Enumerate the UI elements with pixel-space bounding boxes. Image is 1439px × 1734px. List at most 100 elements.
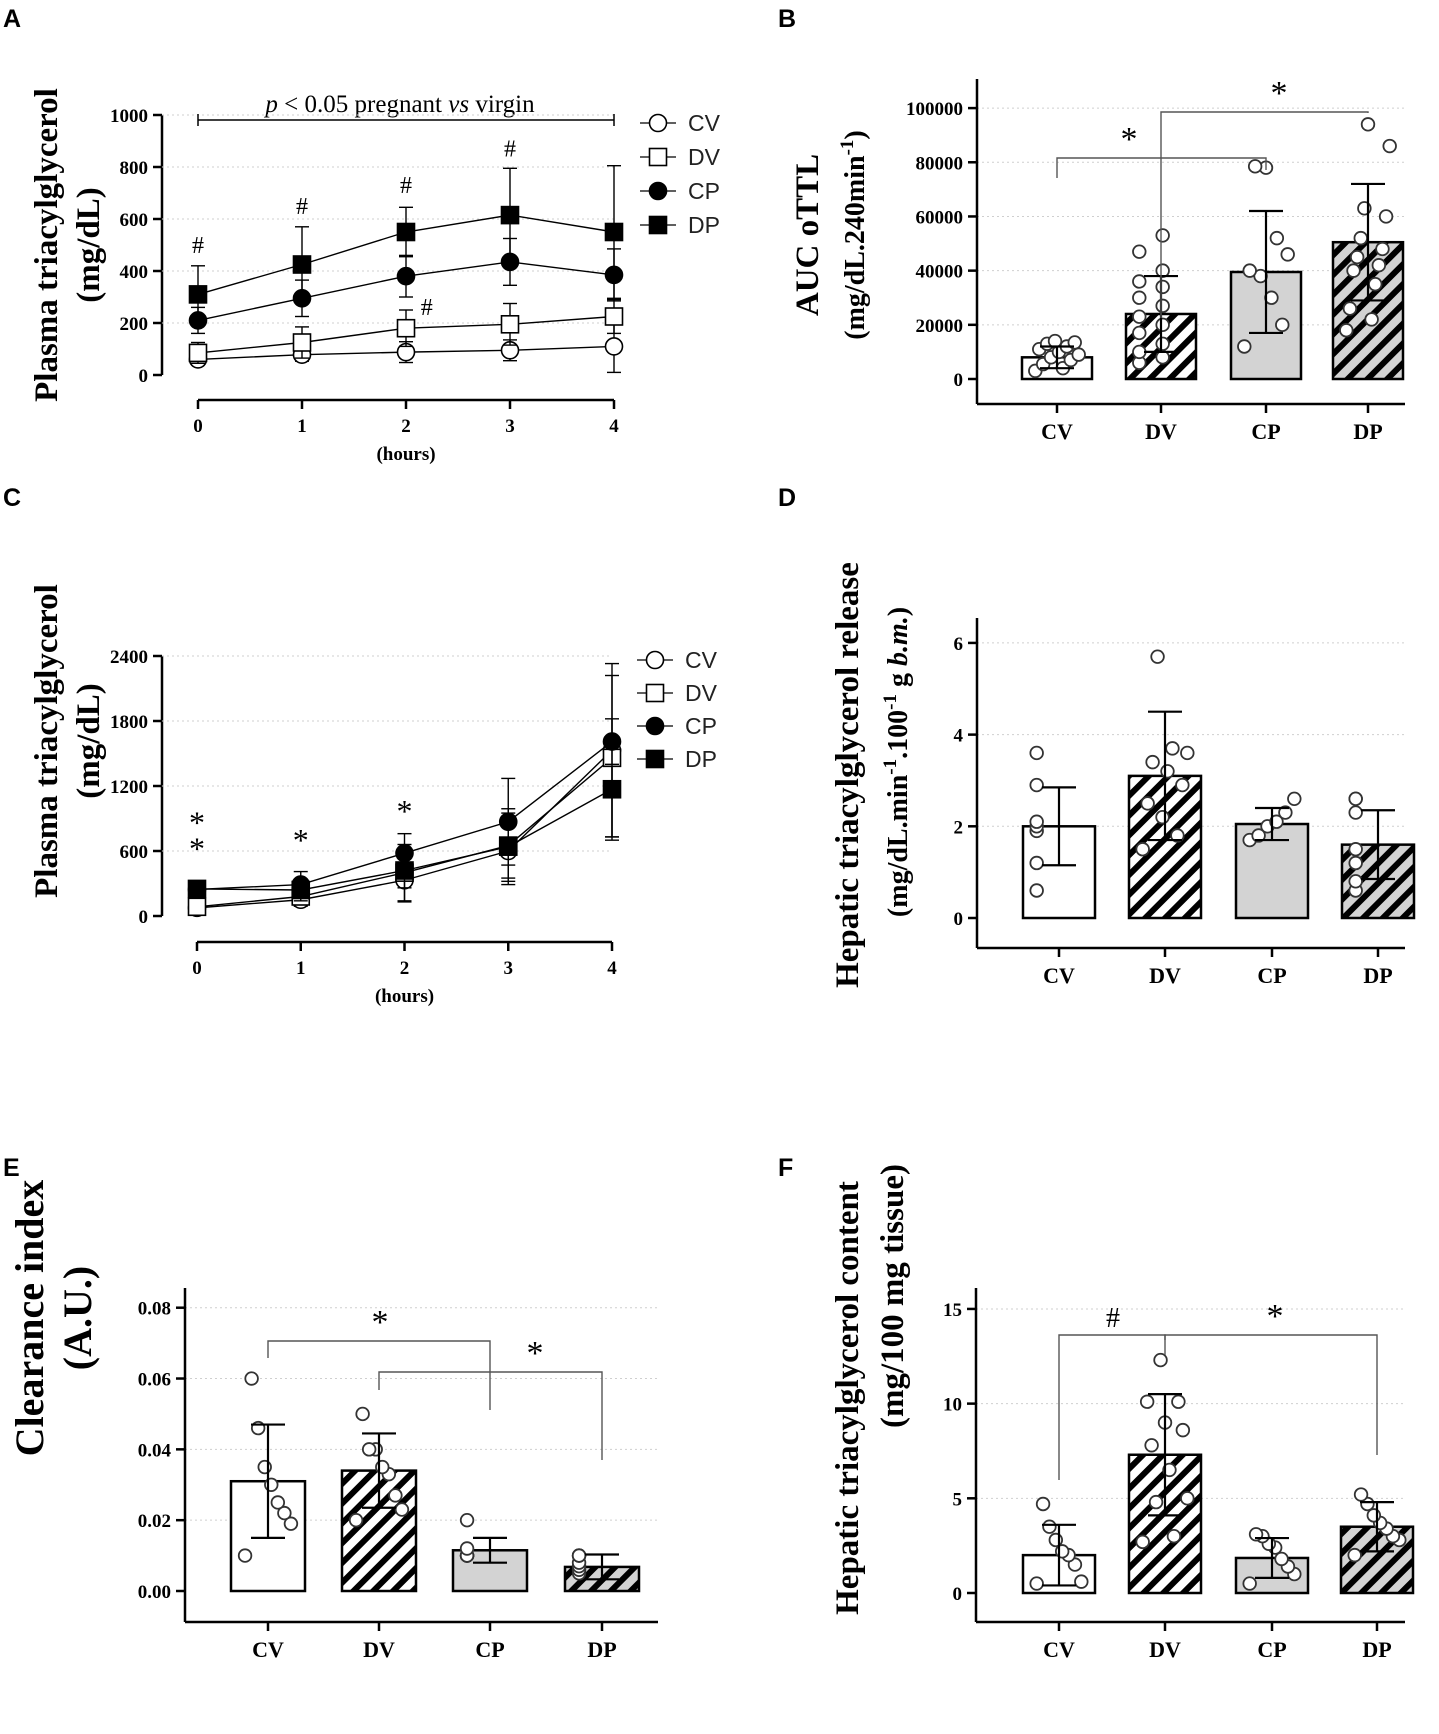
- significance-bracket: [1160, 111, 1369, 318]
- data-point: [1029, 777, 1044, 793]
- data-point: [188, 285, 208, 304]
- ylabel-line1: Hepatic triacylglycerol content: [830, 1181, 866, 1615]
- data-point: [1175, 777, 1190, 793]
- x-tick-label: 1: [297, 416, 307, 437]
- y-tick-label: 1200: [110, 777, 148, 798]
- significance-marker: *: [372, 1304, 389, 1341]
- legend-marker: [645, 683, 665, 703]
- legend-label: DV: [685, 680, 718, 706]
- data-point: [1382, 138, 1397, 154]
- significance-bracket: [1058, 1334, 1166, 1480]
- y-tick-label: 20000: [916, 316, 964, 337]
- y-tick-label: 2: [954, 817, 964, 838]
- x-tick-label: 2: [400, 958, 410, 979]
- category-label: CV: [252, 1637, 284, 1662]
- y-tick-label: 100000: [906, 99, 963, 120]
- y-tick-label: 5: [953, 1489, 963, 1510]
- data-point: [1280, 247, 1295, 262]
- x-tick-label: 3: [504, 958, 514, 979]
- x-tick-label: 3: [505, 416, 515, 437]
- significance-bracket: [378, 1371, 603, 1460]
- data-point: [1274, 1551, 1289, 1567]
- x-tick-label: 0: [192, 958, 202, 979]
- data-point: [1132, 344, 1147, 360]
- y-tick-label: 4: [954, 726, 964, 747]
- y-tick-label: 200: [120, 314, 149, 335]
- panel-e: Clearance index (A.U.) 0.00 0.02 0.04 0.06 0…: [7, 1180, 658, 1662]
- data-point: [396, 222, 416, 242]
- bracket-label-end: virgin: [469, 91, 535, 118]
- annotation: #: [504, 137, 516, 163]
- data-point: [1155, 809, 1170, 825]
- data-point: [500, 314, 520, 334]
- data-point: [1162, 1462, 1177, 1478]
- data-point: [1180, 1491, 1195, 1506]
- data-point: [1035, 1496, 1051, 1512]
- data-point: [1242, 263, 1257, 278]
- x-tick-label: 4: [607, 958, 617, 979]
- data-point: [1144, 1438, 1159, 1453]
- data-point: [1135, 1534, 1150, 1550]
- data-point: [459, 1541, 475, 1556]
- data-point: [396, 318, 416, 338]
- annotation: *: [189, 805, 205, 841]
- data-point: [1368, 276, 1383, 292]
- data-point: [1074, 1574, 1089, 1589]
- y-tick-label: 0: [954, 370, 964, 391]
- ylabel-g: g: [883, 666, 914, 694]
- y-tick-label: 800: [120, 158, 149, 179]
- bracket-label-mid: < 0.05 pregnant: [278, 91, 448, 118]
- panel-d: Hepatic triacylglycerol release (mg/dL.m…: [830, 562, 1416, 988]
- bar-cv: [1021, 825, 1097, 920]
- y-tick-label: 10: [943, 1395, 962, 1416]
- y-tick-label: 0.08: [138, 1299, 171, 1320]
- bracket-label-p: p: [263, 91, 278, 118]
- data-point: [1071, 347, 1086, 362]
- legend-marker: [645, 716, 665, 736]
- data-point: [1371, 258, 1387, 273]
- data-point: [1366, 1508, 1382, 1523]
- data-point: [188, 343, 208, 363]
- panel-a: Plasma triacylglycerol (mg/dL) p < 0.05 …: [29, 88, 721, 465]
- x-tick-label: 0: [193, 416, 203, 437]
- data-point: [1171, 1394, 1186, 1409]
- category-label: DP: [1362, 1637, 1391, 1662]
- data-point: [1348, 874, 1363, 889]
- data-point: [1135, 842, 1150, 857]
- data-point: [1140, 796, 1155, 811]
- data-point: [602, 779, 622, 799]
- data-point: [1155, 336, 1170, 351]
- ylabel-line1: Hepatic triacylglycerol release: [830, 562, 866, 988]
- y-tick-label: 600: [120, 842, 149, 863]
- series-dp: [187, 740, 622, 902]
- category-label: DV: [1149, 963, 1181, 988]
- significance-bracket: [267, 1340, 491, 1410]
- panel-letter-c: C: [3, 484, 21, 512]
- data-point: [1180, 745, 1195, 761]
- y-tick-label: 0.06: [138, 1370, 171, 1391]
- data-point: [1278, 805, 1293, 820]
- ylabel-line2: (mg/dL): [71, 683, 107, 799]
- y-tick-label: 0.00: [138, 1582, 171, 1603]
- y-tick-label: 2400: [110, 647, 148, 668]
- data-point: [604, 337, 624, 356]
- annotation: #: [192, 233, 204, 259]
- annotation: *: [397, 793, 413, 829]
- data-point: [292, 255, 312, 274]
- data-point: [1269, 230, 1285, 246]
- x-tick-label: 4: [609, 416, 619, 437]
- data-point: [1275, 317, 1290, 333]
- data-point: [277, 1505, 292, 1521]
- ylabel-close: ): [883, 607, 914, 616]
- data-point: [1132, 244, 1147, 259]
- y-tick-label: 1000: [110, 106, 148, 127]
- data-point: [1237, 339, 1252, 354]
- y-tick-label: 80000: [916, 153, 964, 174]
- data-point: [1378, 209, 1394, 224]
- panel-letter-d: D: [778, 484, 796, 512]
- ylabel-unit: (mg/dL.min: [883, 774, 914, 917]
- data-point: [1132, 290, 1147, 305]
- y-tick-label: 0: [954, 909, 964, 930]
- data-point: [1170, 828, 1185, 843]
- y-tick-label: 6: [954, 634, 964, 655]
